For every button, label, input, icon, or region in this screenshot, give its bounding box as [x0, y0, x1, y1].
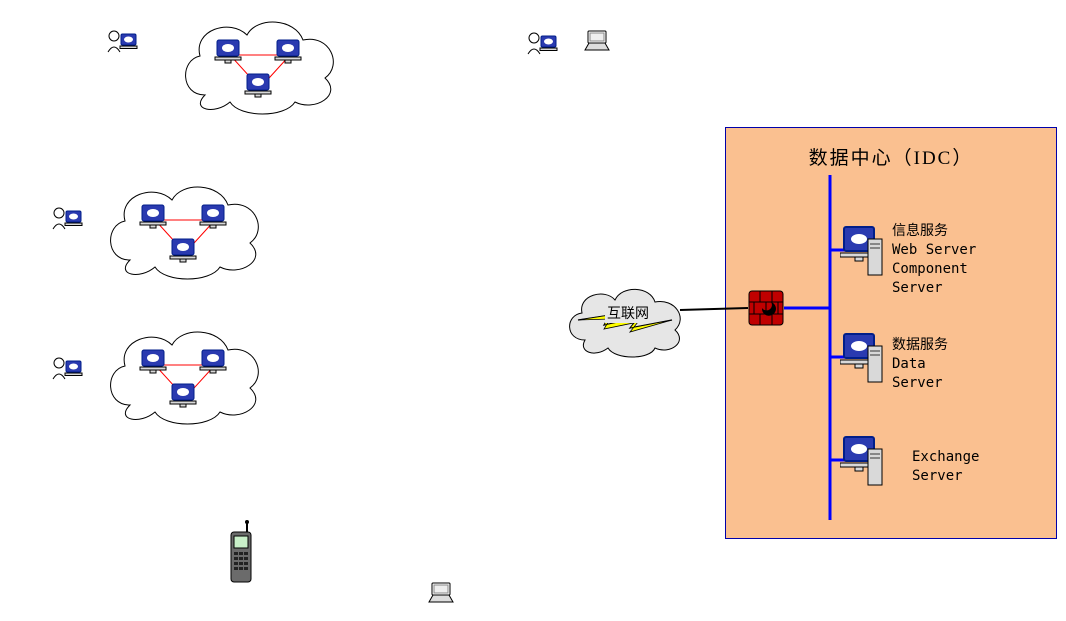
lan-pc	[275, 40, 301, 63]
diagram-canvas: 数据中心（IDC） 信息服务	[0, 0, 1066, 621]
user-pc-2	[50, 205, 84, 233]
laptop-top-icon	[584, 30, 610, 52]
user-pc-1	[105, 28, 139, 56]
firewall-icon	[748, 290, 784, 326]
internet-cloud-label: 互联网	[605, 303, 651, 323]
server-icon-2	[840, 332, 888, 384]
server-label-2: 数据服务 Data Server	[892, 336, 948, 393]
server-icon-1	[840, 225, 888, 277]
lan-cloud-1	[175, 10, 345, 120]
idc-title: 数据中心（IDC）	[726, 143, 1056, 170]
lan-cloud-3	[100, 320, 270, 430]
mobile-phone-icon	[225, 520, 257, 584]
user-pc-top	[525, 30, 559, 58]
lan-pc	[245, 74, 271, 97]
server-label-3: Exchange Server	[912, 448, 979, 486]
server-label-1: 信息服务 Web Server Component Server	[892, 222, 976, 298]
lan-cloud-2	[100, 175, 270, 285]
idc-box: 数据中心（IDC）	[725, 127, 1057, 539]
lan-pc	[215, 40, 241, 63]
user-pc-3	[50, 355, 84, 383]
server-icon-3	[840, 435, 888, 487]
laptop-bottom-icon	[428, 582, 454, 604]
